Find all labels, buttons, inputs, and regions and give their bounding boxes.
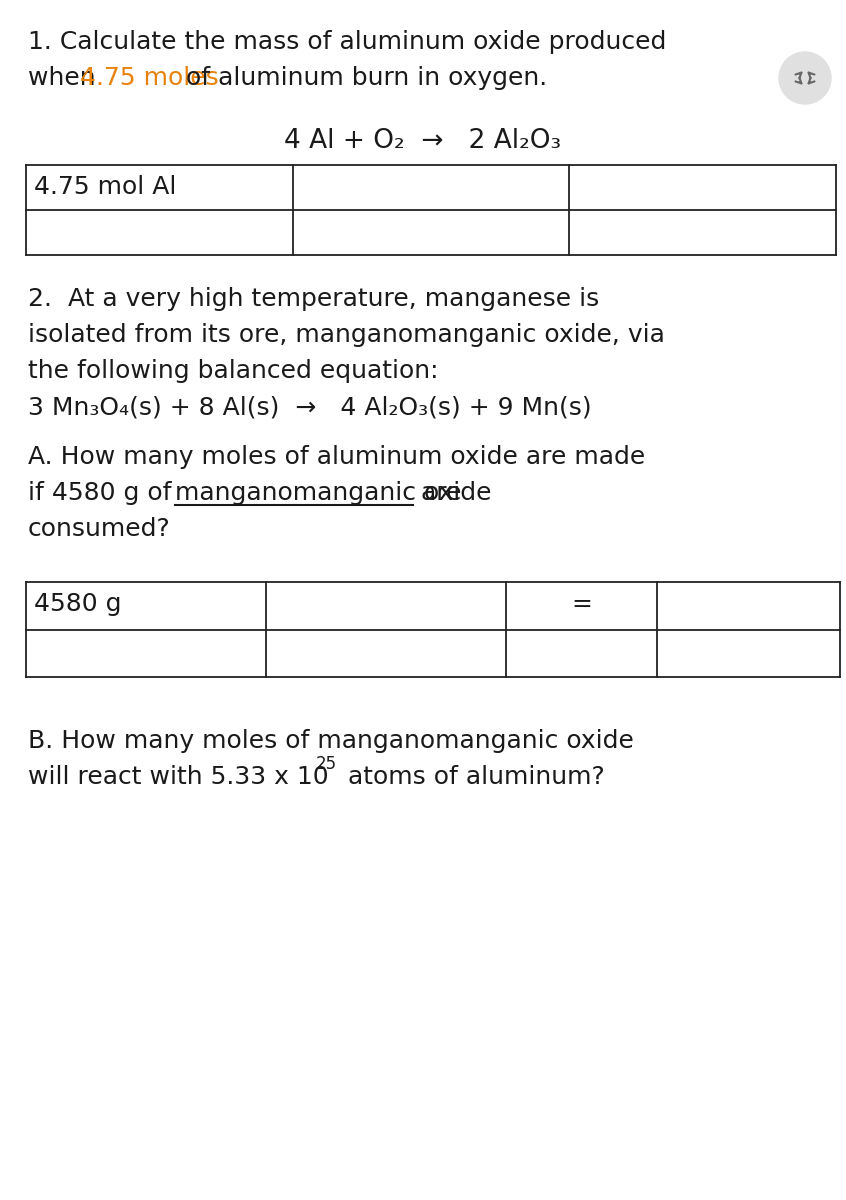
- Circle shape: [779, 52, 831, 104]
- Text: 4 Al + O₂  →   2 Al₂O₃: 4 Al + O₂ → 2 Al₂O₃: [284, 128, 562, 154]
- Text: if 4580 g of: if 4580 g of: [28, 481, 179, 505]
- Text: 4.75 moles: 4.75 moles: [80, 66, 219, 90]
- Text: 25: 25: [316, 755, 337, 773]
- Text: atoms of aluminum?: atoms of aluminum?: [340, 766, 605, 790]
- Text: of aluminum burn in oxygen.: of aluminum burn in oxygen.: [178, 66, 547, 90]
- Text: 4580 g: 4580 g: [34, 592, 122, 616]
- Text: consumed?: consumed?: [28, 517, 171, 541]
- Text: when: when: [28, 66, 103, 90]
- Text: are: are: [413, 481, 462, 505]
- Text: A. How many moles of aluminum oxide are made: A. How many moles of aluminum oxide are …: [28, 445, 645, 469]
- Text: 2.  At a very high temperature, manganese is: 2. At a very high temperature, manganese…: [28, 287, 599, 311]
- Text: 3 Mn₃O₄(s) + 8 Al(s)  →   4 Al₂O₃(s) + 9 Mn(s): 3 Mn₃O₄(s) + 8 Al(s) → 4 Al₂O₃(s) + 9 Mn…: [28, 395, 591, 419]
- Text: isolated from its ore, manganomanganic oxide, via: isolated from its ore, manganomanganic o…: [28, 323, 665, 347]
- Text: 4.75 mol Al: 4.75 mol Al: [34, 175, 176, 199]
- Text: =: =: [571, 592, 592, 616]
- Text: will react with 5.33 x 10: will react with 5.33 x 10: [28, 766, 328, 790]
- Text: B. How many moles of manganomanganic oxide: B. How many moles of manganomanganic oxi…: [28, 728, 634, 754]
- Text: manganomanganic oxide: manganomanganic oxide: [175, 481, 492, 505]
- Text: the following balanced equation:: the following balanced equation:: [28, 359, 438, 383]
- Text: 1. Calculate the mass of aluminum oxide produced: 1. Calculate the mass of aluminum oxide …: [28, 30, 667, 54]
